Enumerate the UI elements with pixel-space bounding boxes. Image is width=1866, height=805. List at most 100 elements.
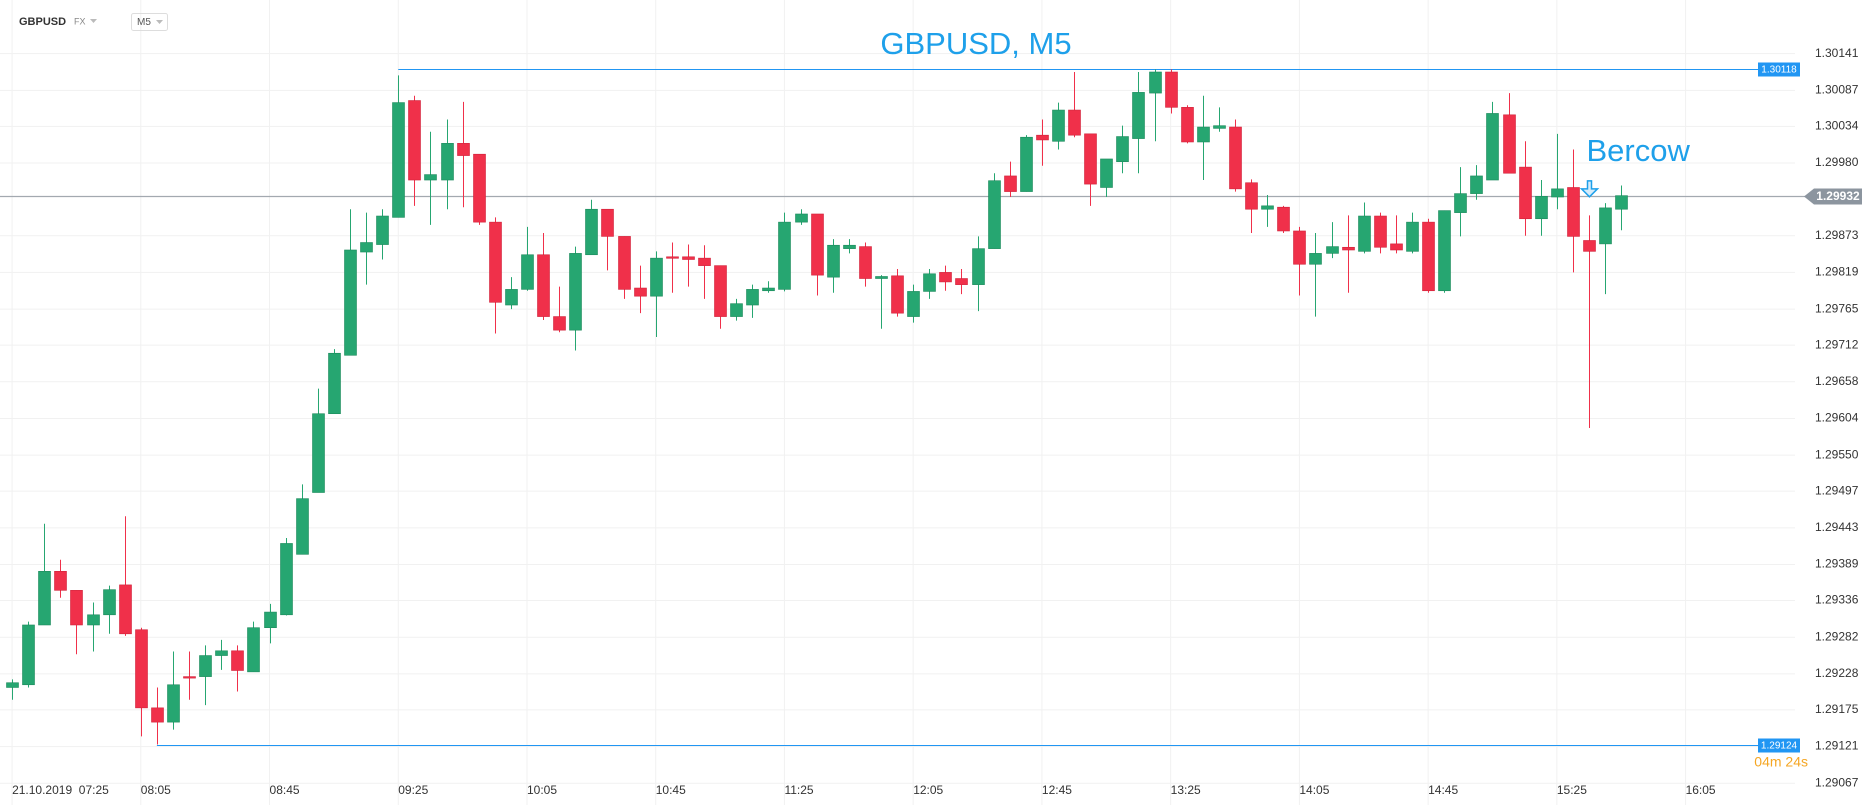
candle-body [344, 249, 357, 356]
x-tick-label: 14:45 [1428, 783, 1458, 797]
candle-body [762, 287, 775, 292]
timeframe[interactable]: M5 [137, 17, 151, 28]
labels: 1.30141 1.30087 1.30034 1.29980 1.29873 1.298… [12, 46, 1862, 797]
candle-body [312, 413, 325, 493]
candle-body [1084, 133, 1097, 185]
candle-body [1535, 196, 1548, 220]
candle-body [183, 676, 196, 679]
candle-body [1374, 215, 1387, 248]
candle-body [746, 289, 759, 306]
candle-body [1326, 246, 1339, 254]
level-label: 1.29124 [1761, 741, 1798, 752]
candle-body [1261, 205, 1274, 210]
candle-body [505, 289, 518, 306]
annotation-label: Bercow [1587, 133, 1691, 168]
candle-body [1165, 71, 1178, 108]
candle-body [1438, 210, 1451, 292]
y-tick-label: 1.29604 [1815, 411, 1859, 425]
candle-body [553, 316, 566, 331]
y-tick-label: 1.29497 [1815, 483, 1859, 497]
x-tick-label: 21.10.2019 07:25 [12, 783, 109, 797]
candle-body [167, 684, 180, 723]
candle-body [1116, 136, 1129, 162]
candle-body [1052, 109, 1065, 142]
candle-body [38, 571, 51, 626]
candle-body [247, 627, 260, 673]
y-tick-label: 1.29336 [1815, 593, 1859, 607]
candle-body [827, 244, 840, 278]
chart-title: GBPUSD, M5 [880, 26, 1071, 61]
timeframe-box[interactable] [131, 13, 168, 31]
candle-body [22, 624, 35, 686]
y-tick-label: 1.30087 [1815, 83, 1859, 97]
candle-body [151, 707, 164, 723]
candle-body [569, 253, 582, 331]
x-tick-label: 15:25 [1557, 783, 1587, 797]
candle-body [1213, 125, 1226, 129]
candle-body [698, 257, 711, 266]
candle-body [392, 102, 405, 218]
candle-body [843, 244, 856, 249]
overlays [0, 69, 1806, 746]
candle-body [135, 629, 148, 709]
candle-body [1020, 136, 1033, 192]
candle-body [1454, 193, 1467, 213]
candle-body [1229, 126, 1242, 190]
candle-body [923, 273, 936, 292]
candle-body [1470, 175, 1483, 194]
level-tag [1758, 62, 1800, 77]
candle-body [424, 174, 437, 181]
candle-body [650, 257, 663, 297]
y-tick-label: 1.29443 [1815, 520, 1859, 534]
candle-body [795, 213, 808, 223]
y-tick-label: 1.30141 [1815, 46, 1859, 60]
candle-body [103, 589, 116, 616]
y-tick-label: 1.29175 [1815, 702, 1859, 716]
candle-body [634, 287, 647, 297]
candle-body [376, 215, 389, 245]
candle-body [811, 213, 824, 276]
candle-body [1583, 240, 1596, 252]
y-tick-label: 1.29550 [1815, 447, 1859, 461]
x-tick-label: 09:25 [398, 783, 428, 797]
candle-body [585, 208, 598, 256]
candle-body [215, 650, 228, 656]
level-tag [1758, 738, 1800, 753]
candle-body [296, 498, 309, 555]
x-tick-label: 10:45 [656, 783, 686, 797]
grid [0, 0, 1795, 805]
symbol[interactable]: GBPUSD [19, 16, 66, 28]
candle-body [521, 254, 534, 290]
candle-body [1503, 114, 1516, 174]
candle-body [441, 143, 454, 181]
candle-body [1181, 107, 1194, 143]
candle-body [1132, 92, 1145, 139]
y-tick-label: 1.29228 [1815, 666, 1859, 680]
candle-body [955, 278, 968, 285]
candle-body [1004, 175, 1017, 192]
candle-body [280, 543, 293, 616]
candle-body [1358, 215, 1371, 252]
current-price-tag [1804, 188, 1862, 205]
candle-body [939, 272, 952, 283]
level-label: 1.30118 [1761, 65, 1797, 76]
candle-body [199, 655, 212, 677]
timeframe-dropdown-arrow[interactable] [156, 20, 163, 24]
candle-body [119, 584, 132, 635]
market-dropdown-arrow[interactable] [90, 19, 97, 23]
candle-body [1615, 195, 1628, 210]
y-tick-label: 1.29980 [1815, 155, 1859, 169]
candle-body [70, 590, 83, 626]
x-tick-label: 12:45 [1042, 783, 1072, 797]
candle-body [473, 153, 486, 223]
market[interactable]: FX [74, 16, 86, 26]
x-tick-label: 11:25 [784, 783, 813, 797]
y-tick-label: 1.29389 [1815, 557, 1859, 571]
candle-body [972, 248, 985, 285]
y-tick-label: 1.29067 [1815, 775, 1859, 789]
candle-body [1068, 109, 1081, 136]
candle-body [54, 571, 67, 591]
candle-body [1293, 230, 1306, 265]
candle-body [730, 303, 743, 317]
x-tick-label: 08:05 [141, 783, 171, 797]
